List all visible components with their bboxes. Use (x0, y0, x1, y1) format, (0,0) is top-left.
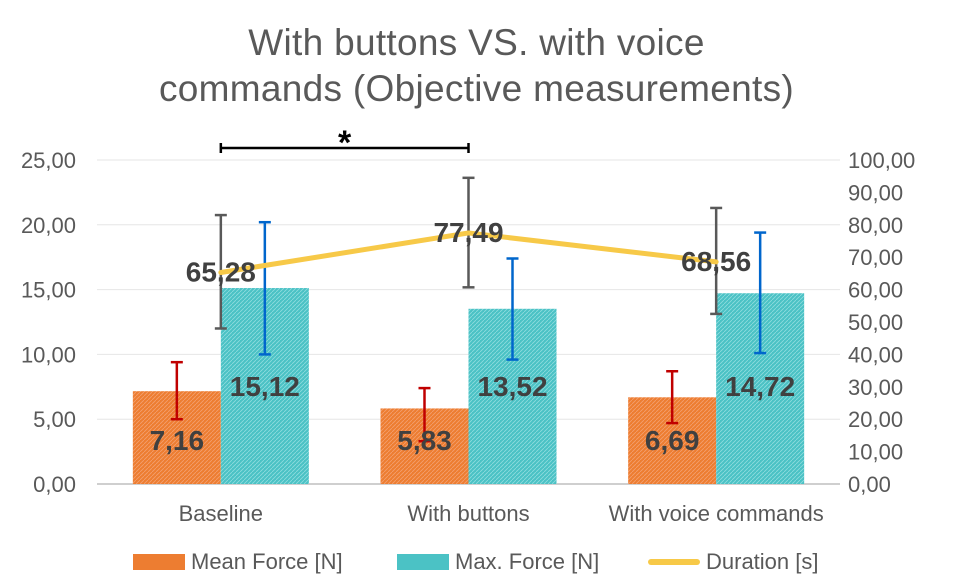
y-left-tick-label: 20,00 (21, 213, 76, 238)
y-left-tick-label: 15,00 (21, 278, 76, 303)
y-right-tick-label: 40,00 (848, 342, 903, 367)
data-label-duration: 68,56 (681, 246, 751, 277)
data-label-duration: 77,49 (433, 217, 503, 248)
data-label-max-force: 14,72 (725, 371, 795, 402)
y-right-tick-label: 20,00 (848, 407, 903, 432)
significance-star: * (338, 124, 352, 162)
data-label-duration: 65,28 (186, 256, 256, 287)
y-right-tick-label: 0,00 (848, 472, 891, 497)
legend-label-mean-force: Mean Force [N] (191, 549, 343, 574)
legend-swatch-max-force (397, 554, 449, 570)
legend-swatch-duration (648, 559, 700, 565)
legend-label-max-force: Max. Force [N] (455, 549, 600, 574)
chart-legend: Mean Force [N] Max. Force [N] Duration [… (0, 549, 953, 579)
chart-title-line-2: commands (Objective measurements) (159, 68, 794, 109)
x-tick-label: With buttons (407, 501, 529, 526)
x-tick-label: Baseline (179, 501, 263, 526)
legend-item-max-force: Max. Force [N] (397, 549, 599, 575)
legend-swatch-mean-force (133, 554, 185, 570)
y-right-tick-label: 10,00 (848, 440, 903, 465)
y-right-tick-label: 70,00 (848, 245, 903, 270)
line-duration (218, 230, 719, 275)
y-right-tick-label: 50,00 (848, 310, 903, 335)
y-left-tick-label: 5,00 (33, 407, 76, 432)
y-left-tick-label: 0,00 (33, 472, 76, 497)
y-right-tick-label: 80,00 (848, 213, 903, 238)
chart-title-line-1: With buttons VS. with voice (248, 22, 705, 63)
legend-label-duration: Duration [s] (706, 549, 819, 574)
y-left-tick-label: 25,00 (21, 148, 76, 173)
data-label-mean-force: 5,83 (397, 425, 452, 456)
x-tick-label: With voice commands (609, 501, 824, 526)
data-label-mean-force: 6,69 (645, 425, 700, 456)
data-label-mean-force: 7,16 (150, 425, 205, 456)
y-right-tick-label: 60,00 (848, 278, 903, 303)
y-right-tick-label: 30,00 (848, 375, 903, 400)
y-right-tick-label: 100,00 (848, 148, 915, 173)
legend-item-mean-force: Mean Force [N] (133, 549, 343, 575)
data-label-max-force: 15,12 (230, 371, 300, 402)
data-label-max-force: 13,52 (477, 371, 547, 402)
y-left-tick-label: 10,00 (21, 342, 76, 367)
y-right-tick-label: 90,00 (848, 180, 903, 205)
legend-item-duration: Duration [s] (648, 549, 819, 575)
